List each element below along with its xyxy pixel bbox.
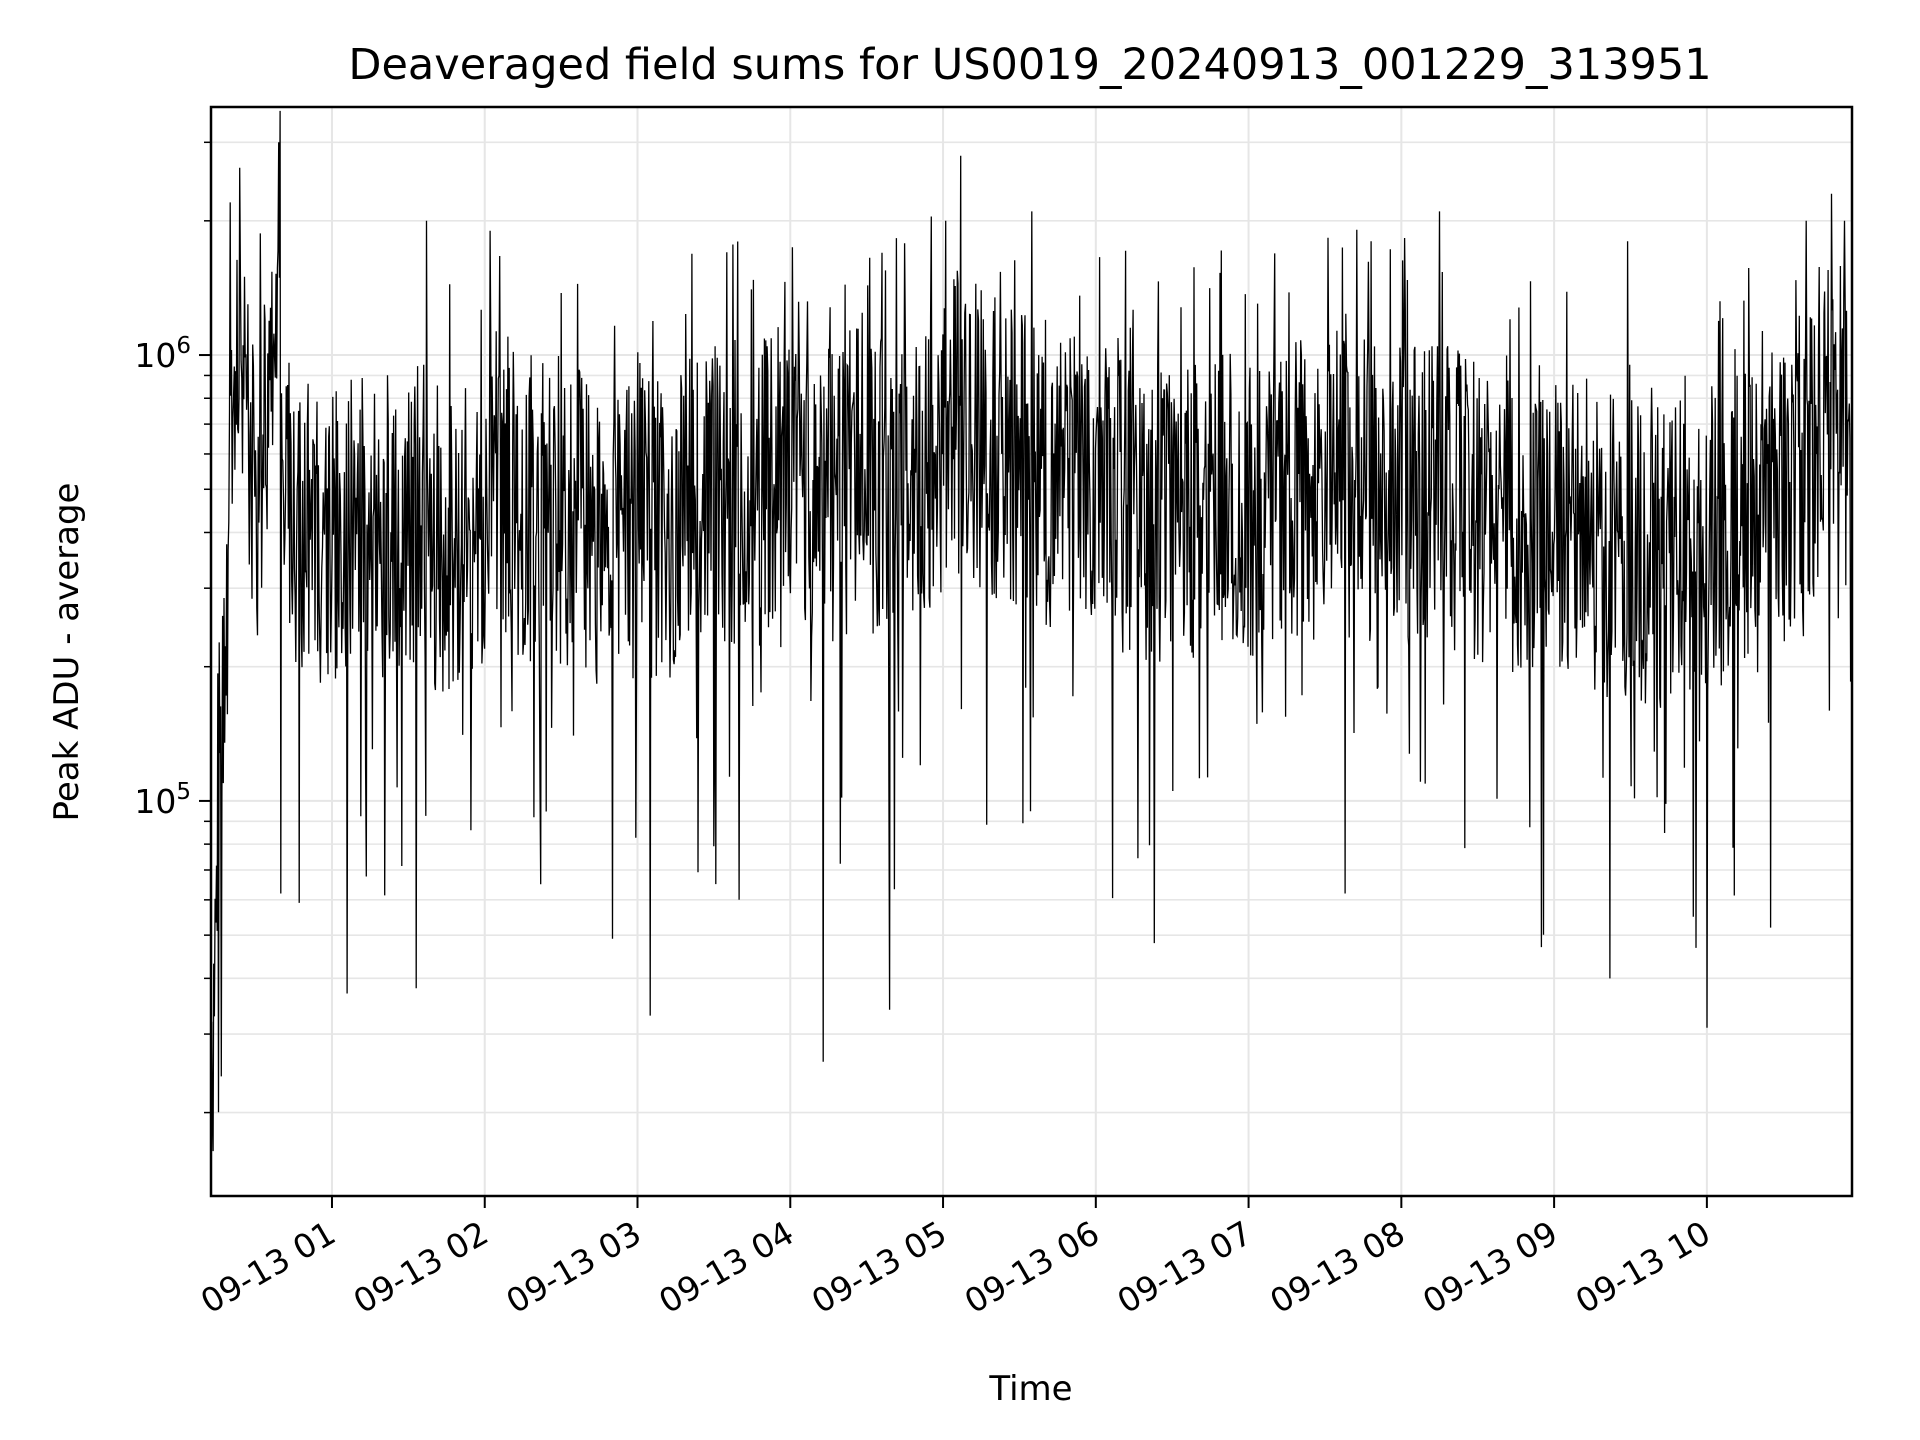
- plot-frame: [209, 105, 1854, 1198]
- y-tick-label: 106: [134, 333, 191, 375]
- y-axis-title: Peak ADU - average: [47, 483, 87, 822]
- series-line: [211, 110, 1852, 1193]
- y-axis: 105 106: [134, 141, 211, 1114]
- x-axis-title: Time: [988, 1369, 1072, 1409]
- series-layer: [211, 110, 1852, 1193]
- chart-title: Deaveraged field sums for US0019_2024091…: [348, 40, 1711, 90]
- y-tick-label: 105: [134, 779, 191, 821]
